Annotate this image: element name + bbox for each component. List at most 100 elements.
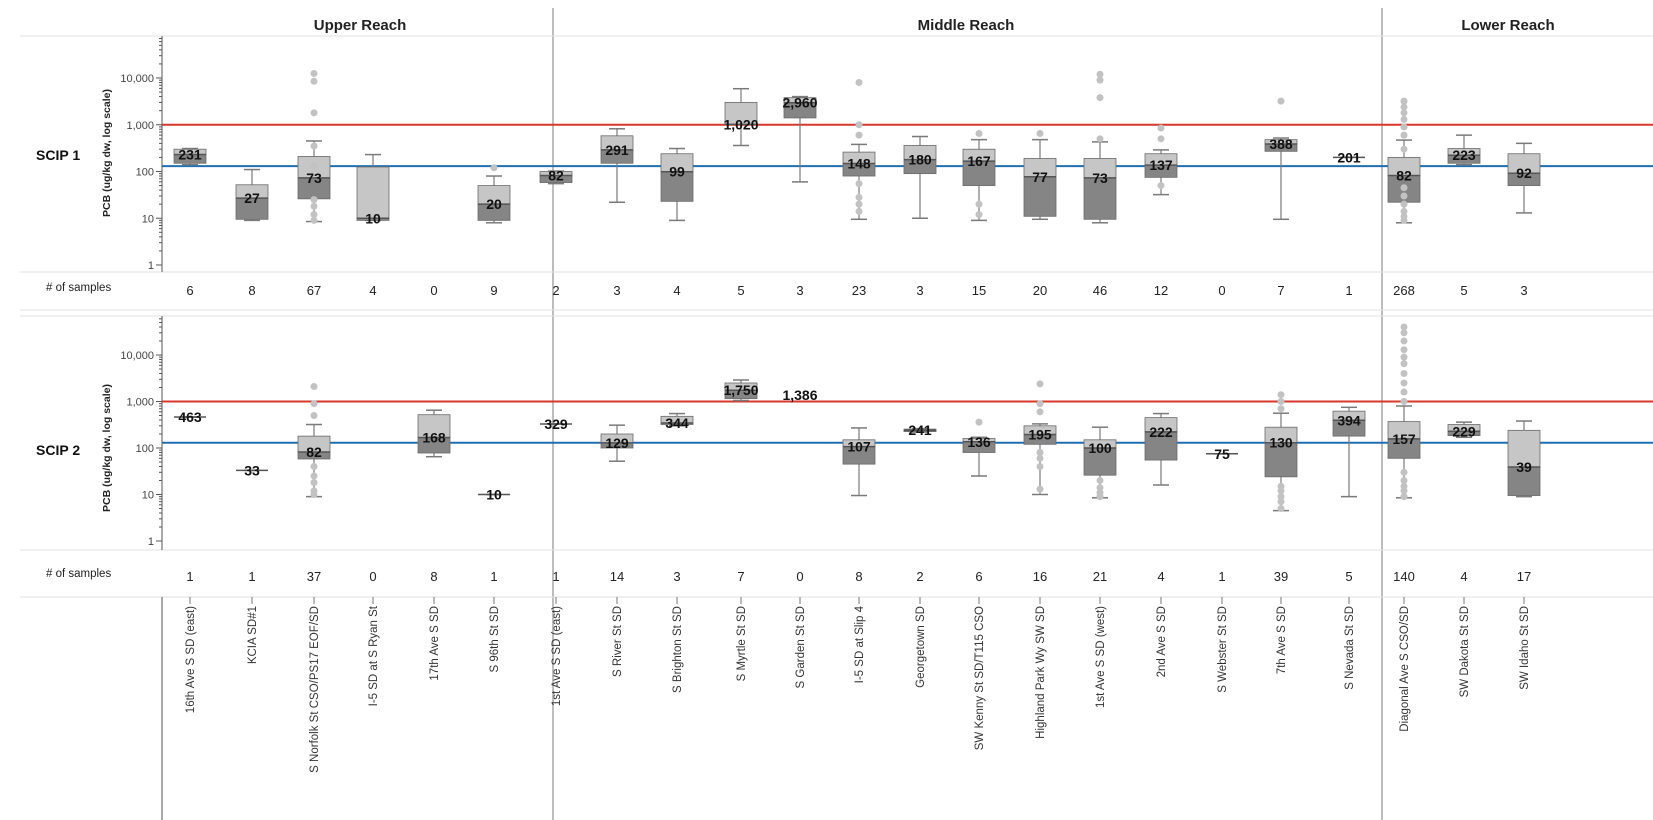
- outlier-point: [855, 193, 863, 201]
- category-label: Georgetown SD: [915, 606, 927, 688]
- outlier-point: [1400, 97, 1408, 105]
- outlier-point: [1400, 360, 1408, 368]
- outlier-point: [1277, 498, 1285, 506]
- outlier-point: [1096, 70, 1104, 78]
- sample-count: 3: [613, 283, 620, 298]
- outlier-point: [310, 211, 318, 219]
- outlier-point: [1277, 405, 1285, 413]
- median-label: 137: [1149, 157, 1173, 173]
- outlier-point: [1277, 493, 1285, 501]
- outlier-point: [1400, 482, 1408, 490]
- y-tick-label: 100: [136, 167, 154, 179]
- y-axis-title: PCB (ug/kg dw, log scale): [101, 89, 113, 217]
- sample-count: 39: [1274, 569, 1288, 584]
- median-label: 223: [1452, 147, 1476, 163]
- sample-count: 46: [1093, 283, 1107, 298]
- y-tick-label: 1,000: [126, 397, 154, 409]
- samples-row-label: # of samples: [46, 282, 111, 294]
- y-tick-label: 10,000: [120, 350, 154, 362]
- median-label: 1,020: [723, 116, 758, 132]
- sample-count: 9: [490, 283, 497, 298]
- category-label: I-5 SD at Slip 4: [854, 605, 866, 683]
- category-label: S 96th St SD: [489, 606, 501, 672]
- outlier-point: [855, 131, 863, 139]
- sample-count: 5: [1460, 283, 1467, 298]
- median-label: 92: [1516, 165, 1532, 181]
- y-tick-label: 1: [148, 536, 154, 548]
- category-label: I-5 SD at S Ryan St: [368, 605, 380, 706]
- sample-count: 3: [1520, 283, 1527, 298]
- median-label: 82: [548, 168, 564, 184]
- sample-count: 1: [248, 569, 255, 584]
- sample-count: 67: [307, 283, 321, 298]
- sample-count: 140: [1393, 569, 1415, 584]
- category-label: S Brighton St SD: [672, 606, 684, 693]
- box-lower: [1083, 447, 1117, 476]
- outlier-point: [1036, 463, 1044, 471]
- sample-count: 5: [737, 283, 744, 298]
- outlier-point: [310, 472, 318, 480]
- outlier-point: [1096, 135, 1104, 143]
- median-label: 75: [1214, 446, 1230, 462]
- median-label: 20: [486, 196, 502, 212]
- median-label: 394: [1337, 412, 1361, 428]
- median-label: 241: [908, 422, 932, 438]
- category-label: KCIA SD#1: [247, 606, 259, 664]
- sample-count: 14: [610, 569, 624, 584]
- panel-label: SCIP 1: [36, 147, 80, 163]
- sample-count: 0: [369, 569, 376, 584]
- outlier-point: [1400, 493, 1408, 501]
- panel-label: SCIP 2: [36, 442, 80, 458]
- median-label: 168: [422, 430, 446, 446]
- category-label: 2nd Ave S SD: [1156, 606, 1168, 677]
- outlier-point: [1400, 379, 1408, 387]
- median-label: 1,386: [782, 387, 817, 403]
- outlier-point: [1400, 200, 1408, 208]
- outlier-point: [1400, 184, 1408, 192]
- reach-title: Lower Reach: [1461, 17, 1554, 34]
- median-label: 195: [1028, 427, 1052, 443]
- outlier-point: [1096, 477, 1104, 485]
- median-label: 329: [544, 416, 568, 432]
- sample-count: 1: [1345, 283, 1352, 298]
- outlier-point: [310, 400, 318, 408]
- sample-count: 0: [430, 283, 437, 298]
- sample-count: 6: [975, 569, 982, 584]
- sample-count: 1: [1218, 569, 1225, 584]
- sample-count: 1: [552, 569, 559, 584]
- y-tick-label: 100: [136, 443, 154, 455]
- sample-count: 4: [1460, 569, 1467, 584]
- outlier-point: [310, 463, 318, 471]
- sample-count: 1: [186, 569, 193, 584]
- category-label: 7th Ave S SD: [1276, 606, 1288, 674]
- outlier-point: [855, 200, 863, 208]
- outlier-point: [1400, 207, 1408, 215]
- outlier-point: [855, 207, 863, 215]
- sample-count: 1: [490, 569, 497, 584]
- outlier-point: [1096, 489, 1104, 497]
- box-upper: [1507, 429, 1541, 468]
- median-label: 73: [306, 170, 322, 186]
- median-label: 10: [365, 210, 381, 226]
- outlier-point: [1277, 398, 1285, 405]
- outlier-point: [1036, 408, 1044, 416]
- outlier-point: [310, 77, 318, 85]
- outlier-point: [310, 196, 318, 204]
- outlier-point: [1277, 482, 1285, 490]
- outlier-point: [1400, 337, 1408, 345]
- sample-count: 16: [1033, 569, 1047, 584]
- outlier-point: [1400, 346, 1408, 354]
- outlier-point: [490, 164, 498, 172]
- median-label: 1,750: [723, 382, 758, 398]
- median-label: 129: [605, 435, 629, 451]
- sample-count: 7: [737, 569, 744, 584]
- category-label: S Myrtle St SD: [736, 606, 748, 681]
- box-lower: [1264, 442, 1298, 478]
- sample-count: 4: [673, 283, 680, 298]
- outlier-point: [310, 162, 318, 170]
- median-label: 73: [1092, 170, 1108, 186]
- outlier-point: [1096, 94, 1104, 102]
- median-label: 82: [306, 444, 322, 460]
- category-label: Diagonal Ave S CSO/SD: [1399, 606, 1411, 732]
